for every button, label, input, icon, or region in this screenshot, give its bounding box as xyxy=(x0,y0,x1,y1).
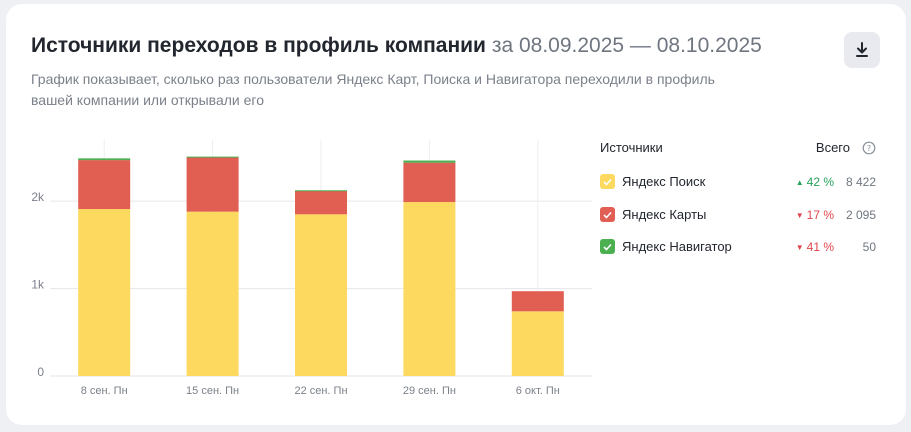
checkbox-checked-icon[interactable] xyxy=(600,207,615,222)
legend-item-total: 2 095 xyxy=(845,208,876,222)
bar-segment-maps xyxy=(295,190,347,215)
x-tick-label: 29 сен. Пн xyxy=(403,385,456,397)
legend-item-maps[interactable]: Яндекс Карты ▼ 17 % 2 095 xyxy=(600,204,876,226)
legend-item-search[interactable]: Яндекс Поиск ▲ 42 % 8 422 xyxy=(600,171,876,193)
bar-segment-navigator xyxy=(403,160,456,163)
bar-segment-search xyxy=(78,209,131,376)
chart-card: Источники переходов в профиль компании з… xyxy=(6,4,906,425)
x-tick-label: 6 окт. Пн xyxy=(516,385,560,397)
legend-sources-label: Источники xyxy=(600,140,663,155)
legend-header: Источники Всего ? xyxy=(600,140,876,160)
arrow-down-icon: ▼ xyxy=(795,243,804,252)
bar-segment-search xyxy=(511,311,564,376)
question-circle-icon[interactable]: ? xyxy=(862,141,876,155)
bar-segment-navigator xyxy=(295,190,347,192)
change-badge: ▼ 41 % xyxy=(795,240,834,254)
bar-segment-navigator xyxy=(186,156,239,158)
legend-total-label: Всего xyxy=(815,140,850,155)
bar-segment-maps xyxy=(403,162,456,203)
legend-item-total: 8 422 xyxy=(845,175,876,189)
svg-text:?: ? xyxy=(867,144,871,153)
legend-item-label: Яндекс Навигатор xyxy=(622,239,732,254)
legend-item-total: 50 xyxy=(862,240,876,254)
x-tick-label: 15 сен. Пн xyxy=(186,385,239,397)
bar-segment-maps xyxy=(511,291,564,312)
download-icon xyxy=(856,42,868,57)
bar-segment-search xyxy=(403,202,456,376)
checkbox-checked-icon[interactable] xyxy=(600,174,615,189)
checkbox-checked-icon[interactable] xyxy=(600,239,615,254)
legend-item-navigator[interactable]: Яндекс Навигатор ▼ 41 % 50 xyxy=(600,236,876,258)
change-badge: ▼ 17 % xyxy=(795,208,834,222)
bar-segment-search xyxy=(186,211,239,376)
x-tick-label: 22 сен. Пн xyxy=(294,385,347,397)
arrow-up-icon: ▲ xyxy=(795,178,804,187)
bar-segment-maps xyxy=(78,160,131,210)
page-title: Источники переходов в профиль компании з… xyxy=(31,34,762,58)
change-badge: ▲ 42 % xyxy=(795,175,834,189)
y-tick-label: 2k xyxy=(31,190,45,204)
legend-item-label: Яндекс Поиск xyxy=(622,174,706,189)
period-text: за 08.09.2025 — 08.10.2025 xyxy=(491,34,762,57)
y-tick-label: 1k xyxy=(31,278,45,292)
bar-segment-navigator xyxy=(78,158,131,161)
legend-item-label: Яндекс Карты xyxy=(622,207,707,222)
bar-segment-maps xyxy=(186,157,239,212)
chart-description: График показывает, сколько раз пользоват… xyxy=(31,71,715,108)
stacked-bar-chart: 0 1k 2k 8 сен. Пн 15 сен. Пн 22 сен. Пн 29 сен… xyxy=(31,140,592,397)
title-text: Источники переходов в профиль компании xyxy=(31,34,486,57)
arrow-down-icon: ▼ xyxy=(795,211,804,220)
download-button[interactable] xyxy=(844,32,880,68)
bar-segment-search xyxy=(295,214,347,376)
x-tick-label: 8 сен. Пн xyxy=(81,385,128,397)
y-tick-label: 0 xyxy=(37,365,44,379)
